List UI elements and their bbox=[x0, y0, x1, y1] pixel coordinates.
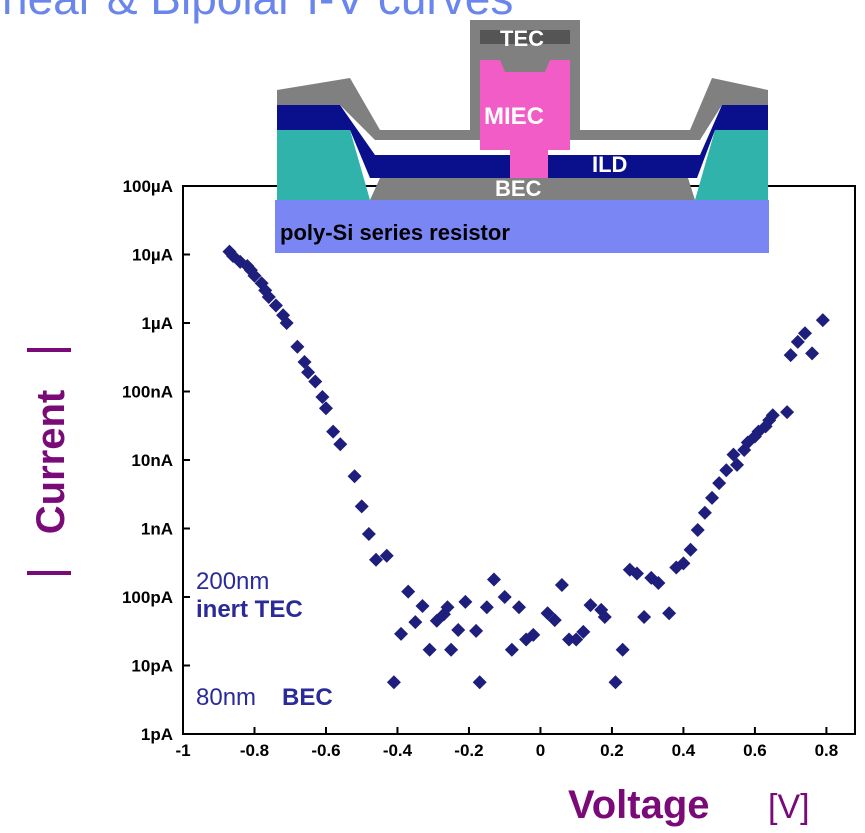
point bbox=[319, 401, 333, 415]
y-tick-label: 1nA bbox=[141, 520, 173, 539]
y-axis-label: Current bbox=[29, 390, 73, 534]
point bbox=[684, 543, 698, 557]
y-tick-label: 10pA bbox=[131, 657, 173, 676]
point bbox=[609, 675, 623, 689]
oxide-right bbox=[695, 130, 768, 200]
y-tick-label: 100nA bbox=[122, 383, 173, 402]
point bbox=[423, 643, 437, 657]
point bbox=[498, 590, 512, 604]
y-tick-label: 10µA bbox=[132, 246, 173, 265]
point bbox=[394, 627, 408, 641]
x-tick-label: 0.4 bbox=[672, 741, 696, 760]
point bbox=[473, 675, 487, 689]
point bbox=[780, 405, 794, 419]
x-tick-label: 0.2 bbox=[600, 741, 624, 760]
point bbox=[408, 615, 422, 629]
x-tick-label: 0 bbox=[536, 741, 545, 760]
point bbox=[616, 643, 630, 657]
point bbox=[487, 573, 501, 587]
point bbox=[362, 527, 376, 541]
page: {"chart_data": {"type": "scatter", "titl… bbox=[0, 0, 865, 833]
x-axis-unit: [V] bbox=[768, 788, 810, 826]
point bbox=[505, 643, 519, 657]
point bbox=[415, 599, 429, 613]
point bbox=[458, 595, 472, 609]
x-tick-label: -0.2 bbox=[454, 741, 483, 760]
x-tick-label: -0.8 bbox=[240, 741, 269, 760]
point bbox=[387, 675, 401, 689]
x-tick-label: -0.4 bbox=[383, 741, 413, 760]
point bbox=[444, 643, 458, 657]
point bbox=[512, 600, 526, 614]
plot-frame bbox=[183, 186, 855, 734]
point bbox=[805, 346, 819, 360]
y-tick-label: 100µA bbox=[123, 177, 173, 196]
marks bbox=[183, 186, 830, 734]
point bbox=[637, 610, 651, 624]
point bbox=[712, 476, 726, 490]
inset-label: MIEC bbox=[484, 103, 544, 130]
point bbox=[555, 578, 569, 592]
inset-label: TEC bbox=[500, 26, 544, 51]
device-diagram: TEC MIEC ILD BEC poly-Si series resistor bbox=[275, 20, 769, 253]
inset-label: poly-Si series resistor bbox=[280, 220, 510, 245]
chart-title: near & Bipolar I-V curves bbox=[2, 0, 513, 24]
inset-label: ILD bbox=[592, 152, 627, 177]
point bbox=[401, 585, 415, 599]
y-tick-label: 1µA bbox=[141, 314, 173, 333]
point bbox=[355, 499, 369, 513]
chart: near & Bipolar I-V curves TEC MIEC ILD B… bbox=[0, 0, 865, 833]
x-tick-label: 0.6 bbox=[743, 741, 767, 760]
x-tick-label: -0.6 bbox=[311, 741, 340, 760]
point bbox=[348, 469, 362, 483]
point bbox=[705, 491, 719, 505]
point bbox=[662, 606, 676, 620]
point bbox=[469, 624, 483, 638]
point bbox=[451, 623, 465, 637]
x-axis-label: Voltage bbox=[568, 783, 710, 827]
point bbox=[784, 348, 798, 362]
y-tick-label: 1pA bbox=[141, 725, 173, 744]
annotation: inert TEC bbox=[196, 596, 303, 623]
inset-label: BEC bbox=[495, 176, 542, 201]
point bbox=[315, 390, 329, 404]
point bbox=[816, 313, 830, 327]
point bbox=[691, 523, 705, 537]
annotation: BEC bbox=[282, 684, 333, 711]
point bbox=[333, 437, 347, 451]
point bbox=[326, 425, 340, 439]
point bbox=[698, 506, 712, 520]
annotation: 200nm bbox=[196, 568, 269, 595]
x-tick-label: 0.8 bbox=[815, 741, 839, 760]
point bbox=[290, 340, 304, 354]
y-tick-label: 100pA bbox=[122, 588, 173, 607]
point bbox=[480, 600, 494, 614]
y-tick-label: 10nA bbox=[131, 451, 173, 470]
x-tick-label: -1 bbox=[175, 741, 190, 760]
annotation: 80nm bbox=[196, 684, 256, 711]
